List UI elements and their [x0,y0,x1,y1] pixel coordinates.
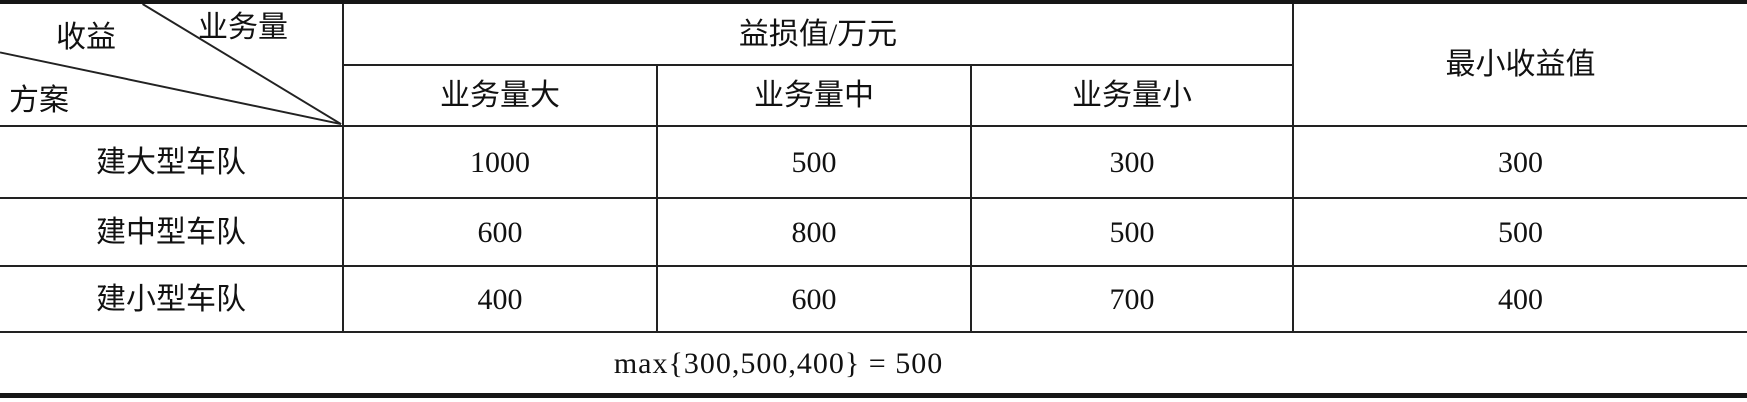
header-row-columns: 业务量大 业务量中 业务量小 [0,64,1747,127]
corner-benefit-label: 收益 [56,21,116,54]
min-value-cell: 500 [1292,197,1747,267]
table-row-large-fleet: 建大型车队 1000 500 300 300 [0,125,1747,199]
header-group-cell: 益损值/万元 [341,1,1295,66]
corner-volume-label: 业务量 [198,11,288,44]
value-cell: 500 [656,125,972,199]
header-volume-small-cell: 业务量小 [969,64,1295,127]
table-row-medium-fleet: 建中型车队 600 800 500 500 [0,197,1747,267]
value-cell: 800 [656,197,972,267]
plan-cell: 建中型车队 [0,197,344,267]
header-volume-medium-cell: 业务量中 [656,64,972,127]
corner-plan-label: 方案 [9,84,69,117]
min-value-cell: 400 [1292,265,1747,333]
value-cell: 500 [969,197,1295,267]
value-cell: 700 [969,265,1295,333]
maximin-formula-text: max{300,500,400} = 500 [613,346,944,380]
value-cell: 600 [656,265,972,333]
value-cell: 300 [969,125,1295,199]
plan-cell: 建小型车队 [0,265,344,333]
min-value-cell: 300 [1292,125,1747,199]
value-cell: 1000 [342,125,658,199]
diagonal-split-lines-icon [0,4,341,124]
header-row-group: 业务量 收益 方案 益损值/万元 最小收益值 [0,1,1747,127]
value-cell: 600 [342,197,658,267]
plan-cell: 建大型车队 [0,125,344,199]
formula-row: max{300,500,400} = 500 [0,331,1747,397]
header-volume-large-cell: 业务量大 [342,64,658,127]
maximin-formula-cell: max{300,500,400} = 500 [0,331,1747,397]
header-min-value-cell: 最小收益值 [1292,1,1747,127]
value-cell: 400 [342,265,658,333]
corner-header-cell: 业务量 收益 方案 [0,1,344,127]
table-row-small-fleet: 建小型车队 400 600 700 400 [0,265,1747,333]
